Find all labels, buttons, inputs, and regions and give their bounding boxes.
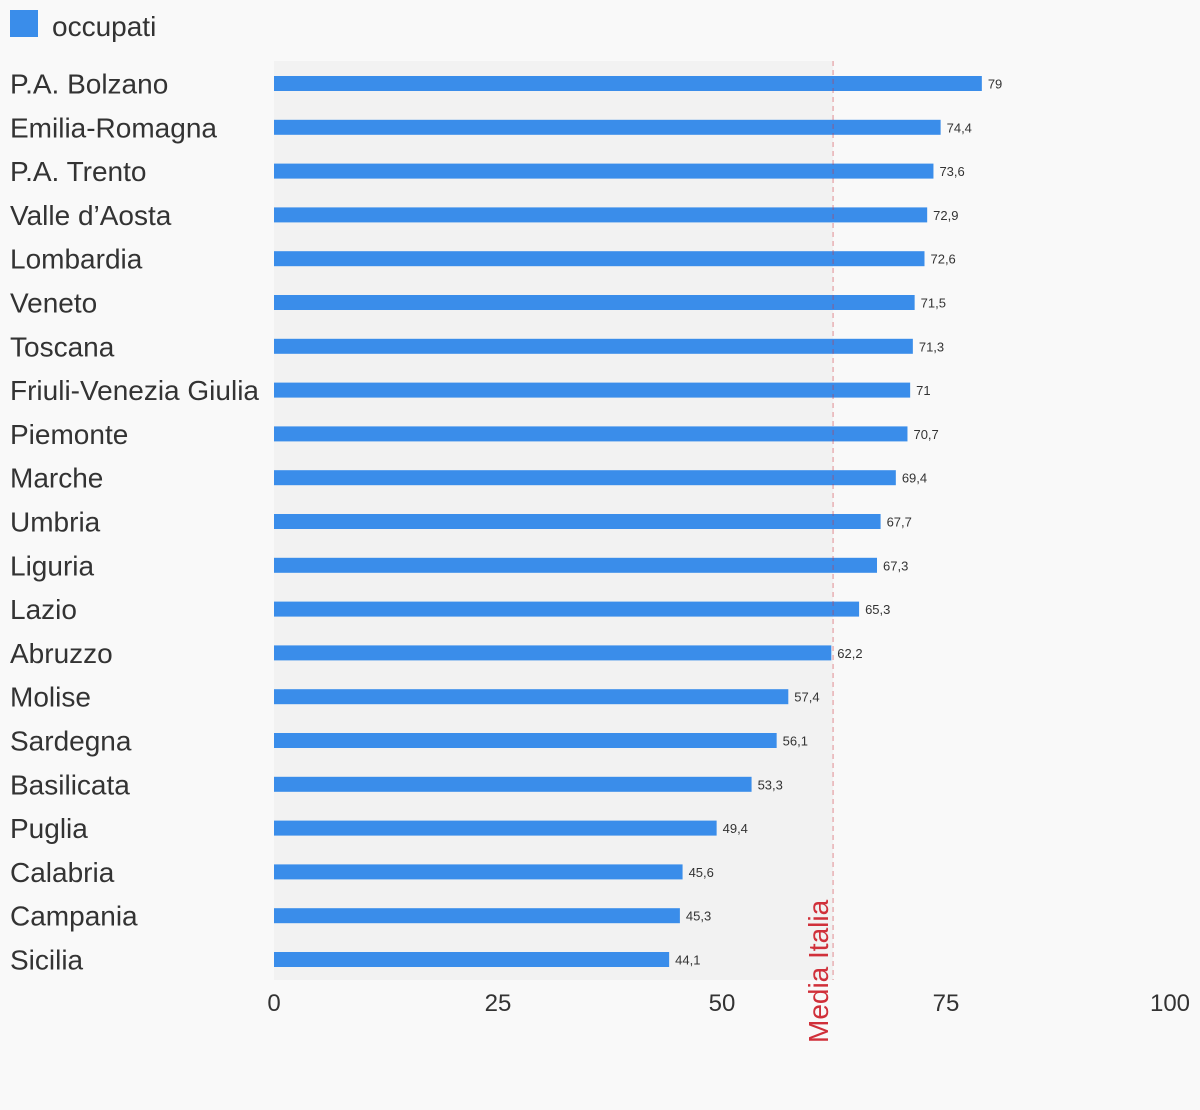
bar-6: [274, 338, 913, 354]
category-label-6: Toscana: [10, 331, 115, 362]
bar-8: [274, 426, 908, 442]
value-label-20: 44,1: [675, 953, 700, 968]
legend-swatch: [10, 10, 38, 37]
bar-13: [274, 645, 832, 661]
bar-0: [274, 76, 982, 91]
category-label-13: Abruzzo: [10, 638, 113, 669]
value-label-9: 69,4: [902, 471, 927, 486]
value-label-19: 45,3: [686, 909, 711, 924]
bar-17: [274, 820, 717, 836]
category-label-0: P.A. Bolzano: [10, 69, 168, 100]
category-label-8: Piemonte: [10, 419, 128, 450]
category-label-5: Veneto: [10, 288, 97, 319]
category-label-18: Calabria: [10, 857, 115, 888]
bar-20: [274, 952, 670, 967]
value-label-7: 71: [916, 383, 930, 398]
category-label-19: Campania: [10, 901, 138, 932]
value-label-5: 71,5: [921, 296, 946, 311]
category-label-15: Sardegna: [10, 726, 132, 757]
bar-4: [274, 251, 925, 267]
category-label-20: Sicilia: [10, 945, 84, 976]
value-label-4: 72,6: [930, 252, 955, 267]
bar-18: [274, 864, 683, 880]
category-label-2: P.A. Trento: [10, 156, 146, 187]
bar-12: [274, 601, 860, 617]
value-label-12: 65,3: [865, 602, 890, 617]
average-reference-label: Media Italia: [803, 899, 834, 1043]
bar-10: [274, 514, 881, 529]
value-labels-group: 79 74,4 73,6 72,9 72,6 71,5 71,3 71 70,7 69,4 67,7…: [675, 77, 1002, 968]
bars-group: [274, 76, 982, 967]
value-label-15: 56,1: [783, 734, 808, 749]
bar-7: [274, 382, 911, 398]
category-label-4: Lombardia: [10, 244, 143, 275]
value-label-13: 62,2: [837, 646, 862, 661]
legend-label: occupati: [52, 11, 156, 42]
bar-14: [274, 689, 789, 705]
category-label-1: Emilia-Romagna: [10, 112, 217, 143]
bar-5: [274, 295, 915, 310]
value-label-6: 71,3: [919, 339, 944, 354]
category-label-7: Friuli-Venezia Giulia: [10, 375, 259, 406]
bar-15: [274, 733, 777, 748]
value-label-17: 49,4: [723, 821, 748, 836]
bar-11: [274, 557, 878, 573]
value-label-14: 57,4: [794, 690, 819, 705]
category-label-9: Marche: [10, 463, 103, 494]
x-tick-label-0: 0: [267, 990, 280, 1017]
value-label-18: 45,6: [689, 865, 714, 880]
category-label-11: Liguria: [10, 550, 94, 581]
value-label-8: 70,7: [913, 427, 938, 442]
category-label-14: Molise: [10, 682, 91, 713]
category-label-12: Lazio: [10, 594, 77, 625]
value-label-1: 74,4: [947, 120, 972, 135]
bar-19: [274, 908, 680, 924]
bar-16: [274, 776, 752, 792]
bar-2: [274, 163, 934, 179]
category-label-10: Umbria: [10, 507, 101, 538]
x-tick-label-3: 75: [933, 990, 960, 1017]
x-tick-label-4: 100: [1150, 990, 1190, 1017]
x-tick-label-1: 25: [485, 990, 512, 1017]
x-axis-ticks-group: 0 25 50 75 100: [267, 990, 1190, 1017]
category-labels-group: P.A. Bolzano Emilia-Romagna P.A. Trento Val…: [10, 69, 259, 976]
category-label-17: Puglia: [10, 813, 88, 844]
bar-3: [274, 207, 928, 223]
value-label-10: 67,7: [887, 515, 912, 530]
legend: occupati: [10, 10, 156, 42]
value-label-11: 67,3: [883, 558, 908, 573]
value-label-3: 72,9: [933, 208, 958, 223]
value-label-0: 79: [988, 77, 1002, 92]
x-tick-label-2: 50: [709, 990, 736, 1017]
bar-9: [274, 470, 896, 486]
bar-1: [274, 119, 941, 135]
category-label-3: Valle d’Aosta: [10, 200, 172, 231]
value-label-16: 53,3: [758, 777, 783, 792]
category-label-16: Basilicata: [10, 769, 130, 800]
value-label-2: 73,6: [939, 164, 964, 179]
